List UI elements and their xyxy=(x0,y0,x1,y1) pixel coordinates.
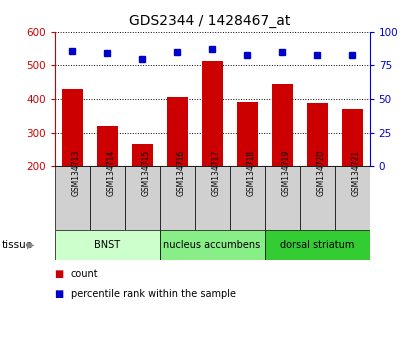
Text: BNST: BNST xyxy=(94,240,120,250)
Text: GSM134720: GSM134720 xyxy=(317,150,326,196)
Text: nucleus accumbens: nucleus accumbens xyxy=(163,240,261,250)
Bar xyxy=(265,230,370,260)
Text: GSM134713: GSM134713 xyxy=(72,150,81,196)
Text: GSM134715: GSM134715 xyxy=(142,150,151,196)
Bar xyxy=(335,166,370,230)
Bar xyxy=(299,166,335,230)
Bar xyxy=(62,89,83,166)
Bar xyxy=(97,126,118,166)
Text: percentile rank within the sample: percentile rank within the sample xyxy=(71,289,236,299)
Bar xyxy=(55,230,160,260)
Text: dorsal striatum: dorsal striatum xyxy=(280,240,354,250)
Text: GSM134717: GSM134717 xyxy=(212,150,221,196)
Bar xyxy=(265,166,299,230)
Bar xyxy=(125,166,160,230)
Text: count: count xyxy=(71,269,98,279)
Text: GSM134721: GSM134721 xyxy=(352,150,361,196)
Bar xyxy=(55,166,89,230)
Bar xyxy=(160,230,265,260)
Text: GSM134714: GSM134714 xyxy=(107,150,116,196)
Text: ■: ■ xyxy=(55,269,64,279)
Bar xyxy=(341,109,362,166)
Bar xyxy=(194,166,230,230)
Text: GDS2344 / 1428467_at: GDS2344 / 1428467_at xyxy=(129,14,291,28)
Text: GSM134716: GSM134716 xyxy=(177,150,186,196)
Text: tissue: tissue xyxy=(2,240,33,250)
Text: ▶: ▶ xyxy=(27,240,34,250)
Text: ■: ■ xyxy=(55,289,64,299)
Bar xyxy=(202,62,223,166)
Bar xyxy=(230,166,265,230)
Text: GSM134718: GSM134718 xyxy=(247,150,256,196)
Text: GSM134719: GSM134719 xyxy=(282,150,291,196)
Bar xyxy=(131,143,152,166)
Bar xyxy=(167,97,188,166)
Bar xyxy=(307,103,328,166)
Bar xyxy=(272,84,293,166)
Bar xyxy=(160,166,194,230)
Bar xyxy=(236,103,257,166)
Bar xyxy=(89,166,125,230)
